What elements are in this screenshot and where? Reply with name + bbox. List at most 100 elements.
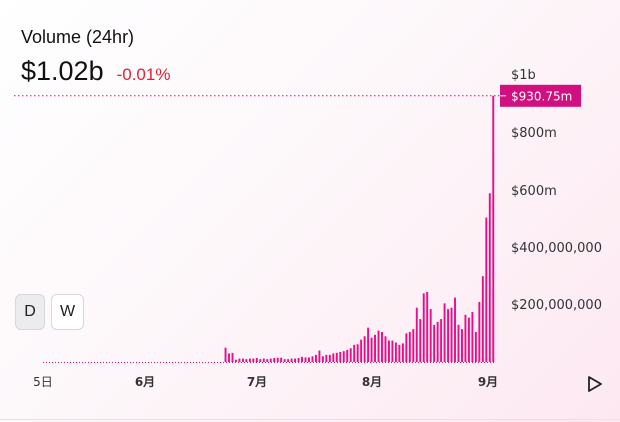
bar — [339, 351, 342, 362]
bar — [262, 358, 265, 362]
bar — [252, 358, 255, 362]
bar — [461, 329, 463, 362]
bar — [231, 352, 234, 362]
crosshair-label-box — [500, 84, 581, 107]
bar — [294, 358, 297, 362]
play-button[interactable] — [584, 373, 606, 395]
bar — [266, 359, 269, 362]
bar — [235, 359, 237, 362]
bar — [374, 334, 376, 362]
bar — [381, 331, 383, 362]
y-tick-label: $600m — [511, 184, 557, 199]
bottom-divider — [0, 419, 620, 420]
y-tick-label: $400,000,000 — [511, 241, 602, 256]
value-row: $1.02b -0.01% — [21, 56, 170, 87]
bar — [308, 357, 310, 362]
x-tick-label: 9月 — [478, 375, 498, 389]
bar — [398, 344, 401, 362]
bar — [443, 303, 446, 362]
bar — [391, 340, 394, 362]
bar — [228, 353, 230, 362]
bar — [280, 357, 283, 362]
bar — [492, 95, 495, 362]
volume-value: $1.02b — [21, 56, 104, 86]
bar — [314, 354, 317, 362]
bar — [370, 337, 373, 362]
bar — [384, 336, 387, 362]
bar — [429, 309, 432, 362]
chart-title: Volume (24hr) — [21, 27, 135, 47]
y-tick-label: $1b — [511, 68, 536, 83]
bar — [422, 293, 425, 362]
bar — [447, 309, 450, 362]
bar — [346, 349, 349, 362]
play-icon — [588, 376, 602, 392]
bar — [283, 359, 286, 362]
bar — [248, 358, 251, 362]
bar — [241, 358, 244, 362]
bar — [311, 356, 314, 362]
bar — [269, 358, 272, 362]
bar — [419, 319, 422, 362]
bar — [454, 297, 456, 362]
y-tick-label: $200,000,000 — [511, 298, 602, 313]
bar — [471, 311, 474, 362]
bar — [224, 347, 227, 362]
bar — [457, 324, 460, 362]
bar — [273, 358, 276, 362]
bar — [297, 358, 300, 362]
bar — [464, 314, 467, 362]
bar — [332, 353, 335, 362]
bar — [360, 339, 363, 362]
bar — [245, 359, 248, 362]
bar — [325, 354, 328, 362]
bar — [377, 330, 380, 362]
bar — [415, 307, 418, 362]
bar — [342, 351, 345, 362]
bar — [259, 359, 262, 362]
bar — [467, 317, 470, 362]
bar — [255, 358, 258, 362]
bar — [276, 357, 279, 362]
interval-week-button[interactable]: W — [51, 294, 84, 330]
bar — [481, 276, 484, 362]
x-tick-label: 8月 — [362, 375, 382, 389]
bar — [433, 324, 436, 362]
bar — [408, 331, 411, 362]
interval-day-button[interactable]: D — [15, 294, 45, 330]
bar — [356, 344, 359, 362]
change-percent: -0.01% — [116, 65, 171, 84]
bar — [450, 307, 453, 362]
bar — [287, 359, 290, 362]
bar — [440, 319, 443, 362]
x-tick-label: 7月 — [247, 375, 267, 389]
bar — [367, 327, 370, 362]
bar — [394, 342, 397, 362]
bar — [388, 340, 390, 362]
bar — [412, 329, 415, 362]
y-tick-label: $800m — [511, 126, 557, 141]
interval-selector: D W — [15, 294, 84, 330]
bar — [488, 193, 491, 362]
bar — [304, 357, 307, 362]
bar — [335, 352, 338, 362]
bar — [478, 301, 481, 362]
bar — [328, 354, 331, 362]
x-tick-label: 5日 — [33, 375, 53, 389]
bar — [401, 343, 404, 362]
bar — [426, 291, 429, 362]
bar — [301, 356, 303, 362]
bar — [318, 350, 321, 362]
bar — [349, 348, 352, 362]
bar — [353, 344, 356, 362]
bar — [405, 333, 408, 362]
bar — [290, 358, 293, 362]
bar — [436, 321, 439, 362]
bar — [238, 358, 241, 362]
bar — [474, 331, 477, 362]
crosshair-label: $930.75m — [511, 89, 572, 103]
x-tick-label: 6月 — [135, 375, 155, 389]
bar — [363, 336, 366, 362]
